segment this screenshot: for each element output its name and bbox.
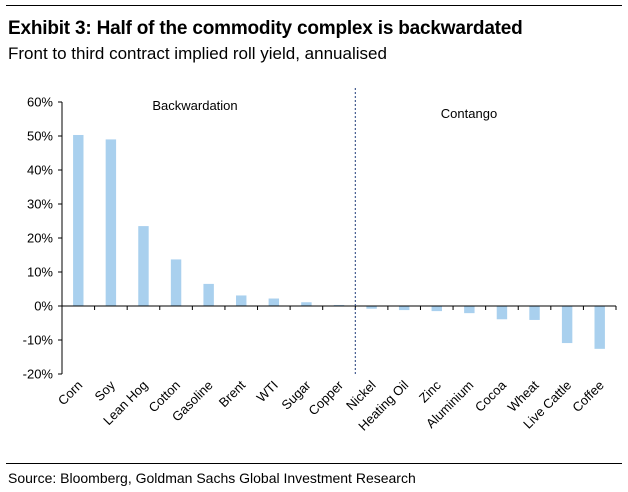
x-axis xyxy=(61,305,617,310)
annotation-backwardation: Backwardation xyxy=(152,98,237,113)
chart-subtitle: Front to third contract implied roll yie… xyxy=(8,44,387,63)
x-tick-label: Coffee xyxy=(569,378,607,416)
x-tick-label: Soy xyxy=(92,377,119,404)
bar xyxy=(73,134,84,306)
bottom-rule xyxy=(6,463,622,464)
bar xyxy=(138,226,149,306)
x-tick-label: Copper xyxy=(305,377,346,418)
bar xyxy=(431,306,442,312)
x-tick-label: Zinc xyxy=(416,377,444,405)
x-tick-label: Cocoa xyxy=(472,377,510,415)
chart-title: Exhibit 3: Half of the commodity complex… xyxy=(8,18,523,39)
x-tick-label: WTI xyxy=(253,378,280,405)
bar xyxy=(203,283,214,306)
bar xyxy=(594,306,605,349)
y-tick-label: -20% xyxy=(23,367,54,382)
y-tick-label: 40% xyxy=(27,163,53,178)
bar xyxy=(333,304,345,306)
y-tick-label: 60% xyxy=(27,95,53,110)
bar xyxy=(529,306,540,320)
bar xyxy=(496,306,508,320)
y-tick-label: 20% xyxy=(27,231,53,246)
bar xyxy=(301,302,312,306)
top-rule xyxy=(6,5,622,6)
bar xyxy=(268,298,280,306)
bar xyxy=(398,306,410,311)
y-tick-label: -10% xyxy=(23,333,54,348)
x-tick-label: Brent xyxy=(216,377,249,410)
bar xyxy=(105,139,117,306)
bar xyxy=(366,306,377,309)
y-tick-label: 10% xyxy=(27,265,53,280)
bar xyxy=(170,259,182,306)
bar-chart: -20% -10% 0% 10% 20% 30% 40% 50% 60% Corn SoyLean… xyxy=(23,88,617,434)
source-note: Source: Bloomberg, Goldman Sachs Global … xyxy=(8,470,416,486)
y-axis: -20% -10% 0% 10% 20% 30% 40% 50% 60% xyxy=(23,95,63,382)
bar xyxy=(236,295,247,306)
bar xyxy=(561,306,573,344)
bar xyxy=(464,306,475,314)
x-tick-label: Corn xyxy=(55,378,86,409)
y-tick-label: 50% xyxy=(27,129,53,144)
y-tick-label: 30% xyxy=(27,197,53,212)
bar-series xyxy=(73,134,605,349)
annotation-contango: Contango xyxy=(441,106,497,121)
y-tick-label: 0% xyxy=(34,299,53,314)
